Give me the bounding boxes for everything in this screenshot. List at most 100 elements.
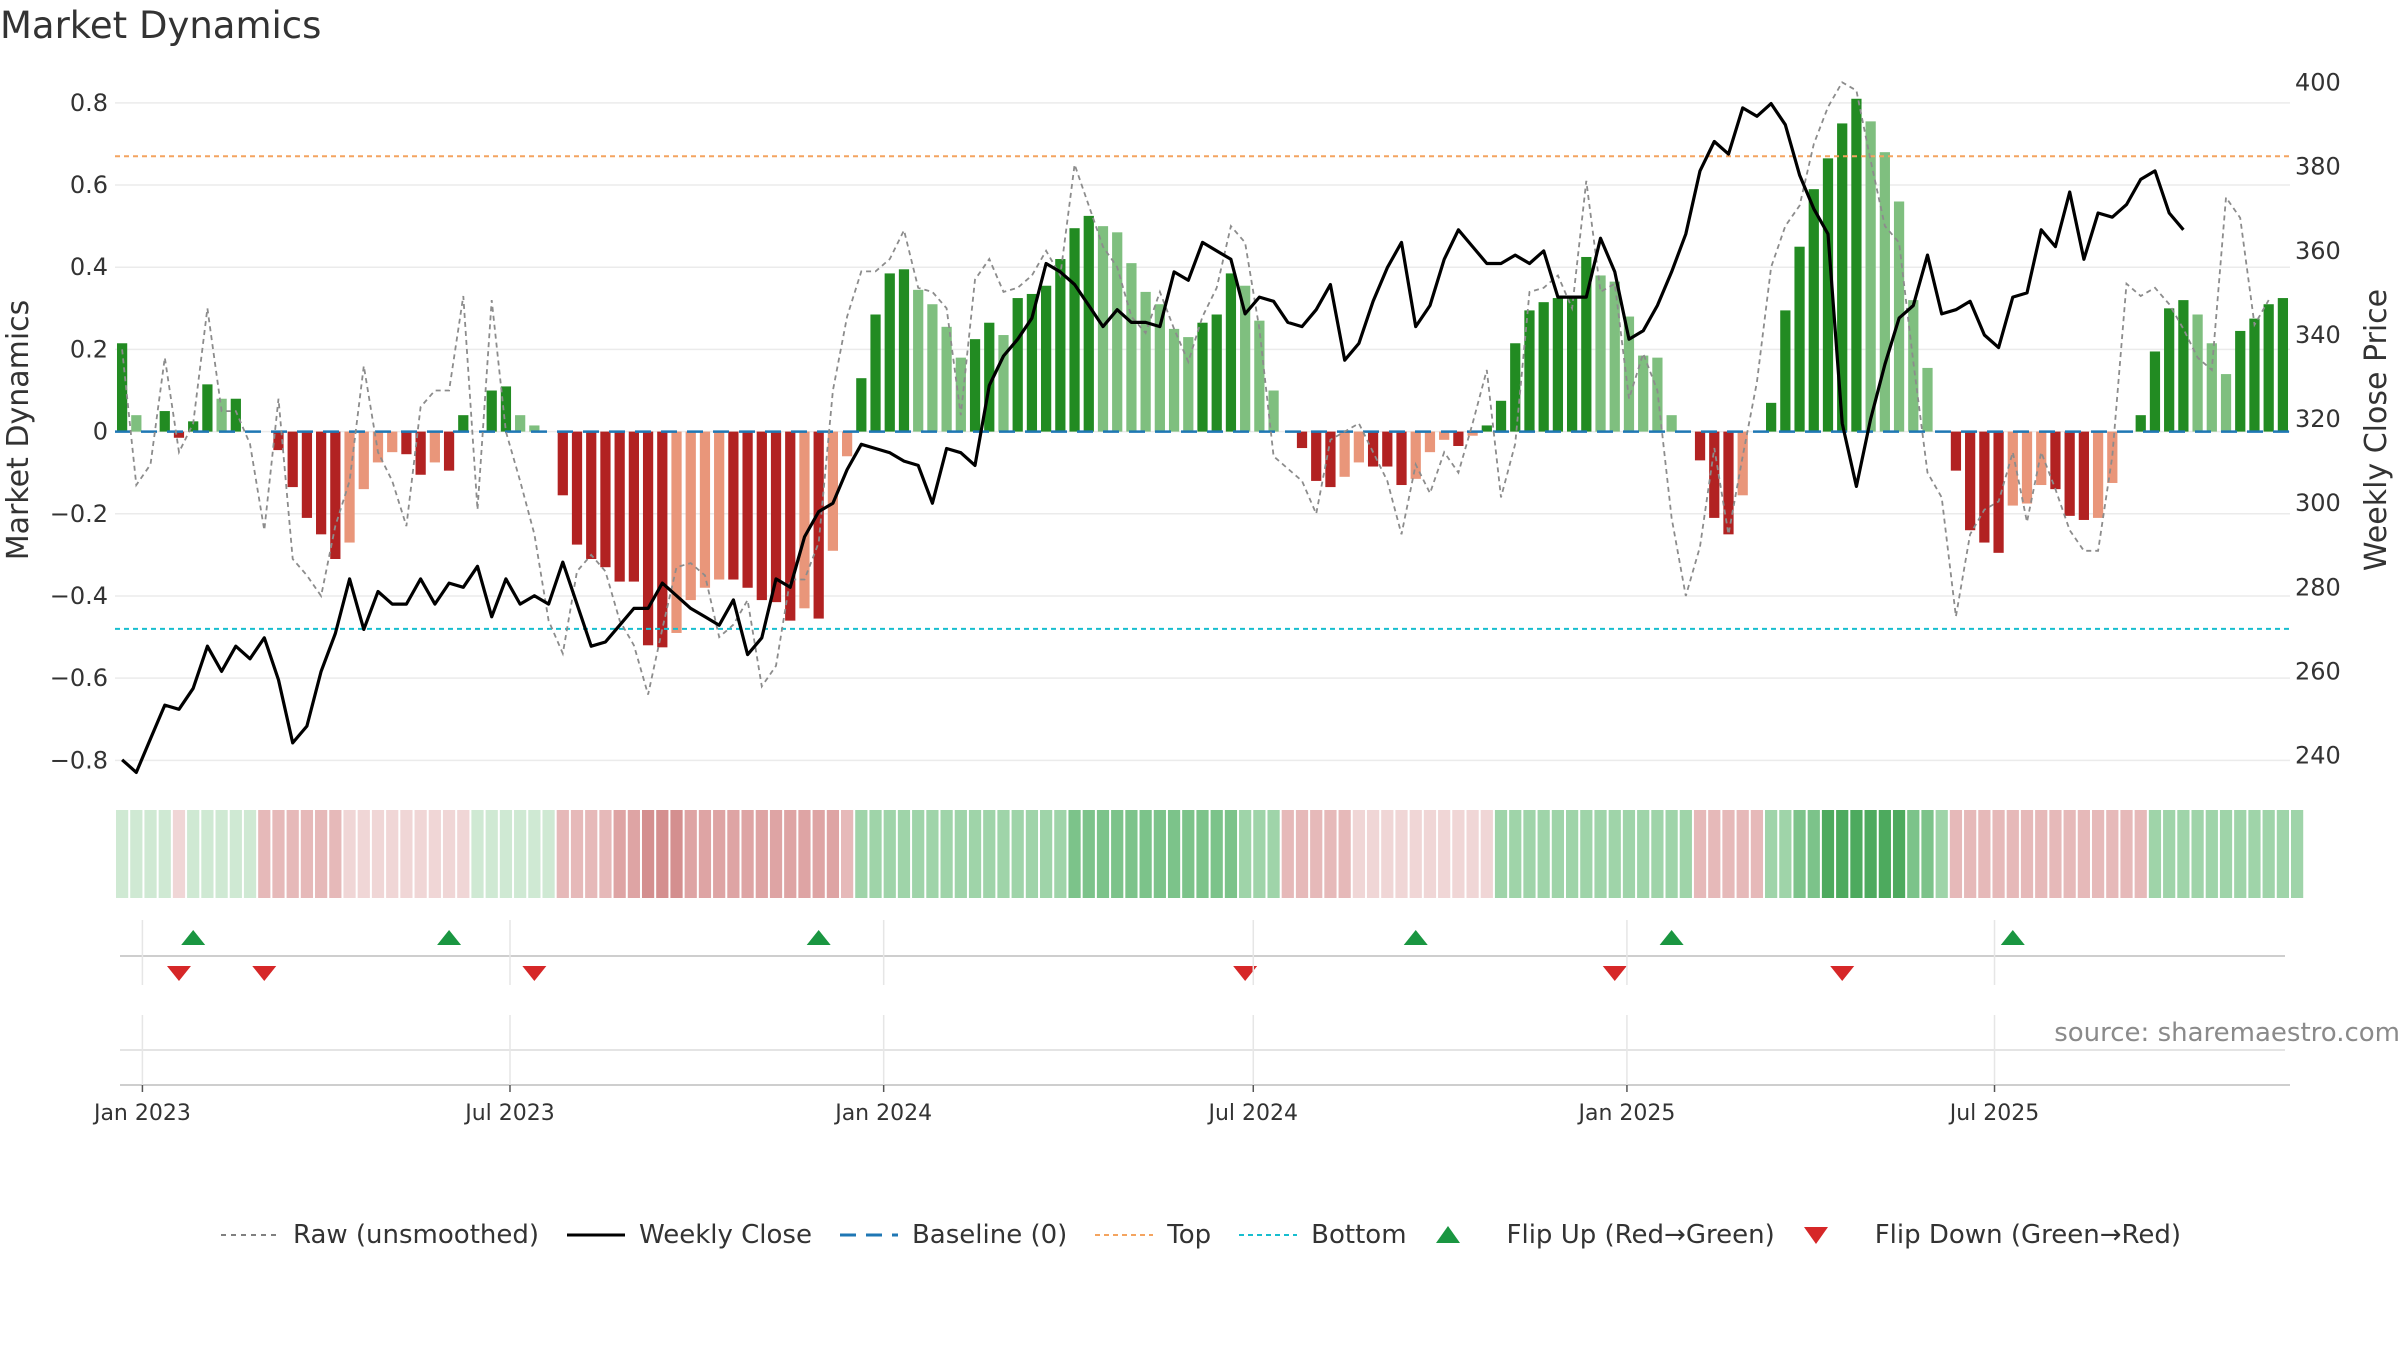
dynamics-bar [1097,226,1109,432]
dynamics-bar [2249,318,2260,432]
dynamics-bar [1026,293,1038,432]
zone-cell [1892,810,1906,898]
zone-cell [940,810,953,898]
dynamics-bar [2107,431,2118,483]
dynamics-bar [287,431,298,488]
zone-cell [769,810,783,898]
zone-cell [599,810,612,898]
dynamics-bar [2235,330,2246,432]
zone-cell [2006,810,2019,898]
zone-cell [784,810,797,898]
left-tick-label: −0.8 [50,746,108,774]
zone-cell [585,810,598,898]
zone-cell [1409,810,1422,898]
dynamics-bar [1183,337,1194,432]
dynamics-bar [1339,431,1350,477]
legend: Raw (unsmoothed) Weekly Close Baseline (… [0,1210,2400,1260]
zone-cell [2248,810,2261,898]
dynamics-bar [614,431,625,582]
dynamics-bar [1126,263,1137,432]
dynamics-bar [1879,152,1890,432]
zone-cell [386,810,399,898]
flip-down-marker [1602,966,1627,981]
dynamics-bar [941,326,952,432]
dynamics-bar [2178,300,2189,432]
legend-label-raw: Raw (unsmoothed) [292,1220,540,1250]
dynamics-bar [657,431,668,648]
dynamics-bar [1311,431,1322,481]
left-tick-label: 0.6 [70,171,108,199]
dynamics-bar [387,431,398,453]
zone-cell [997,810,1010,898]
zone-cell [428,810,441,898]
zone-cell [1267,810,1280,898]
dynamics-bar [557,431,568,496]
zone-cell [727,810,740,898]
dynamics-bar [1112,232,1123,432]
zone-cell [1608,810,1621,898]
zone-cell [897,810,911,898]
zone-cell [1295,810,1309,898]
zone-cell [1366,810,1380,898]
zone-cell [1352,810,1365,898]
zone-cell [187,810,200,898]
dynamics-bar [429,431,440,463]
dynamics-bar [1211,314,1222,432]
zone-cell [201,810,214,898]
zone-cell [556,810,569,898]
dynamics-bar [1225,273,1237,432]
zone-cell [1935,810,1948,898]
zone-cell [883,810,896,898]
zone-cell [1381,810,1394,898]
dynamics-bar [813,431,824,619]
zone-cell [641,810,655,898]
zone-cell [954,810,967,898]
dynamics-bar [515,415,526,432]
zone-cell [300,810,314,898]
flip-markers [120,930,2285,981]
dynamics-bar [756,431,767,601]
dynamics-bar [898,269,910,432]
zone-cell [542,810,555,898]
legend-item-flip-down: Flip Down (Green→Red) [1801,1220,2181,1250]
zone-cell [755,810,768,898]
dynamics-bar [1481,425,1492,432]
raw-line [121,81,2270,695]
zone-cell [2276,810,2289,898]
zone-cell [2063,810,2076,898]
zone-cell [1054,810,1067,898]
zone-cell [2219,810,2233,898]
zone-cell [1324,810,1337,898]
zone-cell [798,810,811,898]
dynamics-bar [1623,316,1635,432]
dynamics-bar [1296,431,1308,449]
zone-cell [2205,810,2218,898]
dynamics-bar [827,431,839,551]
legend-label-baseline: Baseline (0) [911,1220,1068,1250]
dynamics-bar [2050,431,2061,490]
zone-cell [1096,810,1110,898]
zone-cell [1423,810,1437,898]
left-axis-label: Market Dynamics [1,300,36,561]
legend-label-bottom: Bottom [1311,1220,1407,1250]
dynamics-bar [1168,328,1180,432]
zone-cell [130,810,143,898]
dynamics-bar [2036,431,2047,486]
dynamics-bar [2135,415,2146,432]
dynamics-bar [1510,343,1521,432]
dynamics-bar [685,431,696,601]
legend-label-flip-up: Flip Up (Red→Green) [1506,1220,1775,1250]
dynamics-bar [116,343,128,432]
zone-cell [2134,810,2147,898]
zone-cell [1494,810,1508,898]
zone-cell [1068,810,1081,898]
zone-cell [1196,810,1209,898]
dynamics-bar [316,431,327,535]
zone-cell [1452,810,1465,898]
zone-cell [2177,810,2190,898]
dynamics-bar [571,431,583,545]
zone-cell [116,810,129,898]
x-tick-label: Jan 2025 [1576,1101,1675,1126]
dynamics-bar [799,431,810,609]
